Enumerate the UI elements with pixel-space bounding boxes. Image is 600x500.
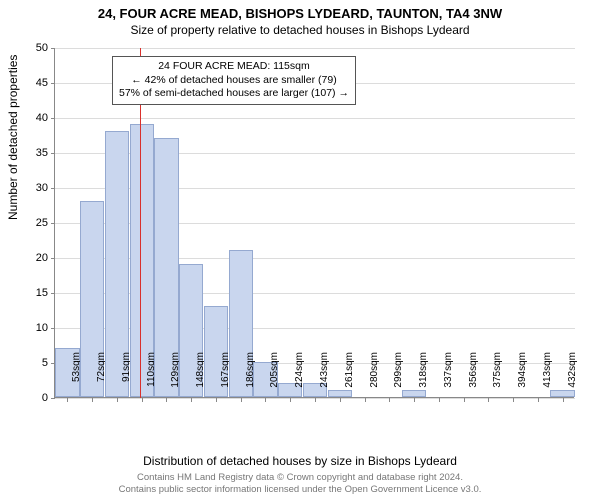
xtick-label: 432sqm xyxy=(567,352,578,402)
xtick-mark xyxy=(191,398,192,402)
xtick-mark xyxy=(216,398,217,402)
xtick-mark xyxy=(265,398,266,402)
xtick-mark xyxy=(290,398,291,402)
gridline xyxy=(55,48,575,49)
ytick-mark xyxy=(51,48,55,49)
ytick-label: 0 xyxy=(18,392,48,404)
annotation-box: 24 FOUR ACRE MEAD: 115sqm← 42% of detach… xyxy=(112,56,356,105)
ytick-mark xyxy=(51,258,55,259)
xtick-mark xyxy=(365,398,366,402)
ytick-label: 5 xyxy=(18,357,48,369)
ytick-mark xyxy=(51,223,55,224)
xtick-mark xyxy=(241,398,242,402)
xtick-mark xyxy=(389,398,390,402)
xtick-label: 394sqm xyxy=(517,352,528,402)
xtick-mark xyxy=(513,398,514,402)
ytick-label: 35 xyxy=(18,147,48,159)
xtick-mark xyxy=(414,398,415,402)
ytick-label: 45 xyxy=(18,77,48,89)
attribution-footer: Contains HM Land Registry data © Crown c… xyxy=(0,472,600,496)
ytick-mark xyxy=(51,118,55,119)
ytick-label: 40 xyxy=(18,112,48,124)
ytick-label: 25 xyxy=(18,217,48,229)
ytick-mark xyxy=(51,293,55,294)
xtick-mark xyxy=(439,398,440,402)
annotation-line: 24 FOUR ACRE MEAD: 115sqm xyxy=(119,60,349,74)
y-axis-label: Number of detached properties xyxy=(6,55,20,220)
xtick-mark xyxy=(563,398,564,402)
annotation-line: ← 42% of detached houses are smaller (79… xyxy=(119,74,349,88)
xtick-mark xyxy=(315,398,316,402)
title-block: 24, FOUR ACRE MEAD, BISHOPS LYDEARD, TAU… xyxy=(0,0,600,37)
x-axis-label: Distribution of detached houses by size … xyxy=(0,454,600,468)
ytick-label: 10 xyxy=(18,322,48,334)
ytick-mark xyxy=(51,188,55,189)
xtick-mark xyxy=(142,398,143,402)
ytick-label: 15 xyxy=(18,287,48,299)
annotation-line: 57% of semi-detached houses are larger (… xyxy=(119,87,349,101)
xtick-label: 356sqm xyxy=(468,352,479,402)
xtick-mark xyxy=(117,398,118,402)
ytick-mark xyxy=(51,328,55,329)
footer-line-2: Contains public sector information licen… xyxy=(0,484,600,496)
xtick-mark xyxy=(92,398,93,402)
footer-line-1: Contains HM Land Registry data © Crown c… xyxy=(0,472,600,484)
ytick-mark xyxy=(51,83,55,84)
xtick-mark xyxy=(464,398,465,402)
xtick-mark xyxy=(166,398,167,402)
xtick-mark xyxy=(67,398,68,402)
xtick-label: 261sqm xyxy=(344,352,355,402)
ytick-mark xyxy=(51,398,55,399)
ytick-mark xyxy=(51,153,55,154)
xtick-label: 318sqm xyxy=(418,352,429,402)
gridline xyxy=(55,118,575,119)
xtick-mark xyxy=(340,398,341,402)
histogram-chart: 0510152025303540455053sqm72sqm91sqm110sq… xyxy=(54,48,574,398)
ytick-label: 50 xyxy=(18,42,48,54)
xtick-mark xyxy=(488,398,489,402)
xtick-label: 280sqm xyxy=(369,352,380,402)
xtick-label: 337sqm xyxy=(443,352,454,402)
page-subtitle: Size of property relative to detached ho… xyxy=(0,23,600,37)
page-title: 24, FOUR ACRE MEAD, BISHOPS LYDEARD, TAU… xyxy=(0,6,600,21)
xtick-label: 375sqm xyxy=(492,352,503,402)
ytick-label: 20 xyxy=(18,252,48,264)
xtick-mark xyxy=(538,398,539,402)
ytick-label: 30 xyxy=(18,182,48,194)
